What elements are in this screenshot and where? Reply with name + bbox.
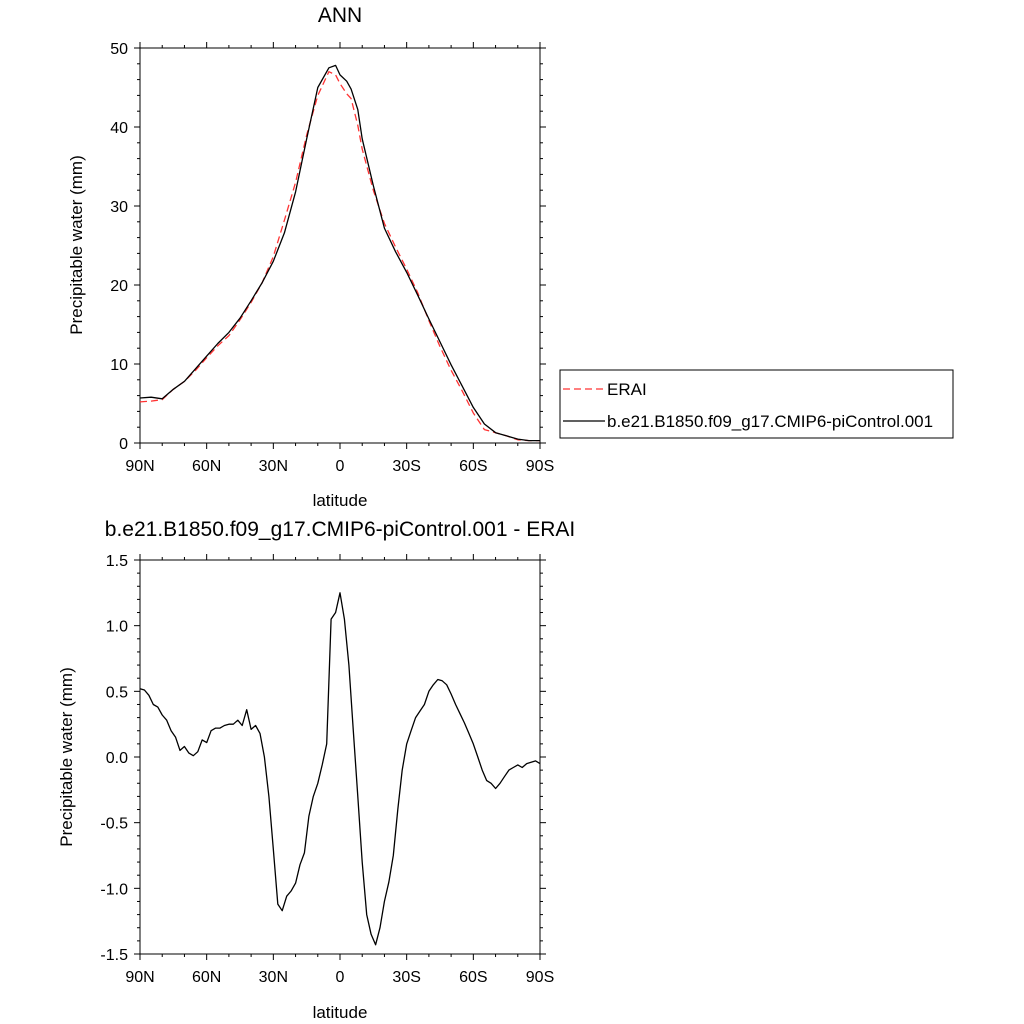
panel1-x-tick-label: 60S <box>459 458 487 475</box>
panel-annual-mean: ANN 0 10 20 30 40 50 90N 60N 30N 0 30S 60S 90S lati… <box>67 4 954 510</box>
panel1-x-axis: 90N 60N 30N 0 30S 60S 90S <box>125 42 554 475</box>
panel2-x-tick-label: 60S <box>459 969 487 986</box>
legend-label-erai: ERAI <box>607 380 647 399</box>
panel2-y-tick-label: 1.0 <box>106 619 128 636</box>
panel1-x-tick-label: 0 <box>336 458 345 475</box>
legend-box <box>559 369 954 439</box>
panel1-plot-frame <box>139 47 541 444</box>
panel2-series <box>139 592 541 946</box>
panel2-y-tick-label: 1.5 <box>106 553 128 570</box>
panel1-y-tick-label: 10 <box>110 357 128 374</box>
panel-difference: b.e21.B1850.f09_g17.CMIP6-piControl.001 … <box>57 518 575 1022</box>
legend: ERAI b.e21.B1850.f09_g17.CMIP6-piControl… <box>559 369 954 439</box>
panel2-x-tick-label: 90N <box>125 969 154 986</box>
panel2-x-tick-label: 30S <box>392 969 420 986</box>
panel2-title: b.e21.B1850.f09_g17.CMIP6-piControl.001 … <box>105 518 575 541</box>
panel2-y-tick-label: 0.5 <box>106 684 128 701</box>
panel2-y-axis: -1.5 -1.0 -0.5 0.0 0.5 1.0 1.5 <box>100 553 546 964</box>
panel1-y-axis: 0 10 20 30 40 50 <box>110 41 546 453</box>
panel2-y-tick-label: 0.0 <box>106 750 128 767</box>
panel1-y-tick-label: 0 <box>119 436 128 453</box>
panel1-x-tick-label: 60N <box>192 458 221 475</box>
panel1-x-axis-label: latitude <box>313 491 368 510</box>
panel1-x-tick-label: 90N <box>125 458 154 475</box>
panel2-y-tick-label: -0.5 <box>100 816 128 833</box>
panel2-x-tick-label: 30N <box>259 969 288 986</box>
legend-label-model: b.e21.B1850.f09_g17.CMIP6-piControl.001 <box>607 412 933 431</box>
panel2-y-axis-label: Precipitable water (mm) <box>57 667 76 847</box>
panel2-x-tick-label: 90S <box>526 969 554 986</box>
panel2-x-tick-label: 0 <box>336 969 345 986</box>
panel2-series-line-0 <box>139 592 541 946</box>
panel2-y-tick-label: -1.5 <box>100 947 128 964</box>
panel1-series-line-0 <box>139 71 540 442</box>
panel1-x-tick-label: 30S <box>392 458 420 475</box>
panel1-x-tick-label: 30N <box>259 458 288 475</box>
panel1-title: ANN <box>318 4 362 27</box>
panel1-y-tick-label: 50 <box>110 41 128 58</box>
panel1-y-tick-label: 20 <box>110 278 128 295</box>
panel2-plot-frame <box>139 559 541 955</box>
panel1-y-axis-label: Precipitable water (mm) <box>67 155 86 335</box>
panel2-x-axis: 90N 60N 30N 0 30S 60S 90S <box>125 554 554 986</box>
panel2-x-tick-label: 60N <box>192 969 221 986</box>
panel1-series-line-1 <box>139 64 540 442</box>
panel1-series <box>139 64 540 442</box>
panel1-y-tick-label: 30 <box>110 199 128 216</box>
panel2-x-axis-label: latitude <box>313 1003 368 1022</box>
panel2-y-tick-label: -1.0 <box>100 881 128 898</box>
panel1-y-tick-label: 40 <box>110 120 128 137</box>
panel1-x-tick-label: 90S <box>526 458 554 475</box>
